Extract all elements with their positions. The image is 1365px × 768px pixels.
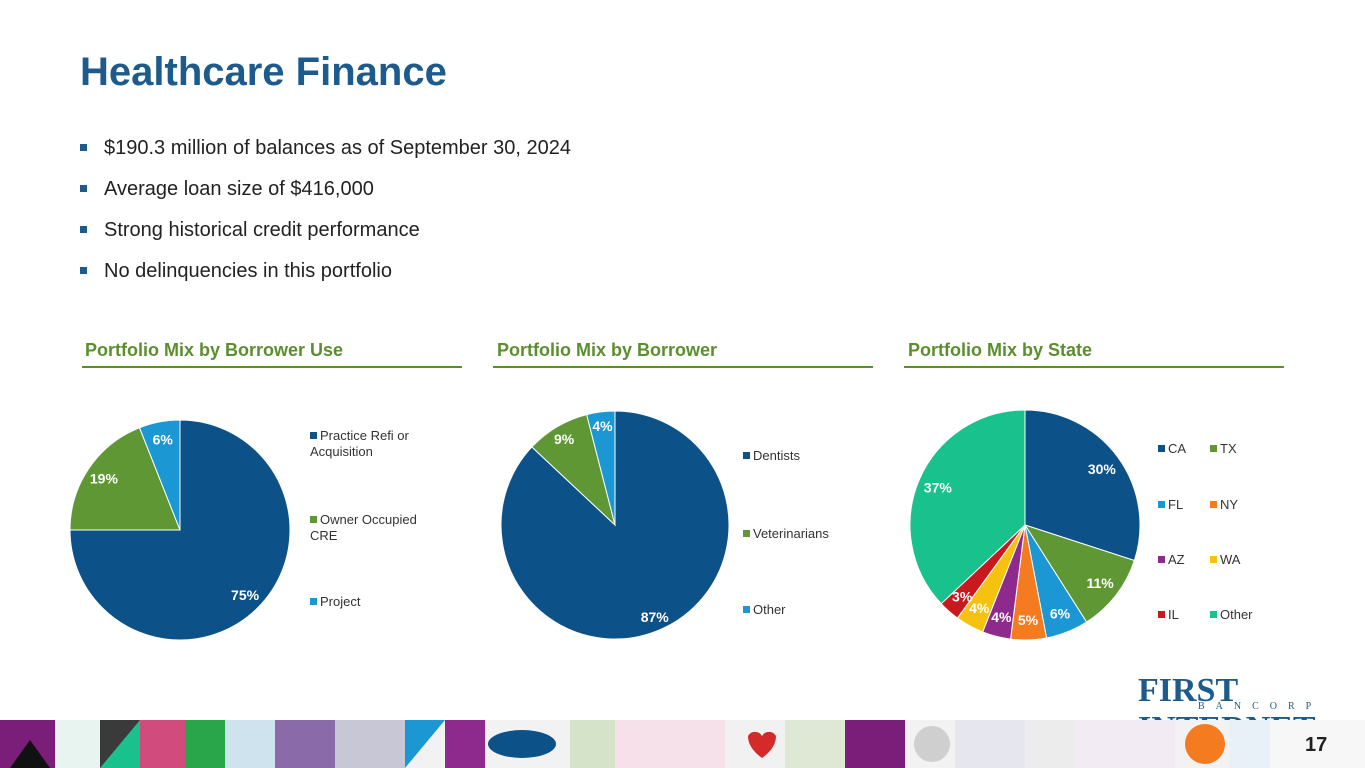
legend-swatch <box>310 598 317 605</box>
bullet-square-icon <box>80 226 87 233</box>
slice-data-label: 11% <box>1086 575 1114 591</box>
legend-swatch <box>743 606 750 613</box>
slice-data-label: 4% <box>592 418 613 434</box>
legend-item: TX <box>1210 441 1237 457</box>
legend-swatch <box>310 432 317 439</box>
section-title-state: Portfolio Mix by State <box>908 340 1093 360</box>
legend-label: Other <box>753 602 786 617</box>
bullet-square-icon <box>80 185 87 192</box>
slice-data-label: 9% <box>554 431 575 447</box>
legend-item: Owner Occupied CRE <box>310 512 420 544</box>
legend-item: NY <box>1210 497 1238 513</box>
slice-data-label: 6% <box>153 432 174 448</box>
legend-label: FL <box>1168 497 1184 512</box>
legend-item: WA <box>1210 552 1240 568</box>
legend-borrower: Dentists Veterinarians Other <box>743 440 863 620</box>
legend-item: IL <box>1158 607 1179 623</box>
section-divider <box>904 366 1284 368</box>
slice-data-label: 75% <box>231 587 260 603</box>
legend-state: CA TX FL NY AZ WA IL Other <box>1158 433 1278 623</box>
bullet-item: Strong historical credit performance <box>80 214 571 255</box>
legend-label: Owner Occupied CRE <box>310 512 417 543</box>
bullet-item: No delinquencies in this portfolio <box>80 255 571 296</box>
pie-slice <box>586 410 616 526</box>
bullet-item: $190.3 million of balances as of Septemb… <box>80 132 571 173</box>
legend-label: Veterinarians <box>753 526 829 541</box>
legend-borrower-use: Practice Refi or Acquisition Owner Occupi… <box>310 420 440 620</box>
page-number: 17 <box>1305 734 1328 756</box>
bullet-text: $190.3 million of balances as of Septemb… <box>104 137 571 159</box>
bullet-text: Average loan size of $416,000 <box>104 178 374 200</box>
section-divider <box>493 366 873 368</box>
logo-sub-text: BANCORP <box>1198 701 1323 712</box>
legend-swatch <box>1158 501 1165 508</box>
legend-label: WA <box>1220 552 1241 567</box>
legend-label: AZ <box>1168 552 1185 567</box>
pie-slice <box>1023 524 1136 623</box>
pie-chart-borrower: 87% 9% 4% <box>500 410 730 640</box>
legend-item: Project <box>310 594 360 610</box>
page-title: Healthcare Finance <box>80 50 447 94</box>
slice-data-label: 6% <box>1050 605 1071 621</box>
section-divider <box>82 366 462 368</box>
legend-label: Practice Refi or Acquisition <box>310 428 409 459</box>
pie-slice <box>909 409 1026 605</box>
legend-swatch <box>743 452 750 459</box>
slice-data-label: 87% <box>641 609 670 625</box>
legend-swatch <box>743 530 750 537</box>
company-logo: FIRST INTERNET BANCORP <box>1138 672 1350 747</box>
legend-swatch <box>1210 556 1217 563</box>
bullet-square-icon <box>80 267 87 274</box>
slice-data-label: 19% <box>90 470 119 486</box>
legend-item: Other <box>1210 607 1253 623</box>
legend-swatch <box>1158 611 1165 618</box>
legend-label: IL <box>1168 607 1179 622</box>
legend-label: Other <box>1220 607 1253 622</box>
pie-chart-state: 30%11%6%5%4%4%3%37% <box>909 409 1141 641</box>
bullet-list: $190.3 million of balances as of Septemb… <box>80 132 571 296</box>
legend-item: CA <box>1158 441 1186 457</box>
legend-swatch <box>1158 445 1165 452</box>
legend-label: TX <box>1220 441 1237 456</box>
legend-label: CA <box>1168 441 1187 456</box>
slice-data-label: 4% <box>969 600 990 616</box>
slice-data-label: 37% <box>924 479 953 495</box>
slice-data-label: 30% <box>1088 461 1117 477</box>
pie-slice <box>69 427 181 531</box>
section-title-borrower: Portfolio Mix by Borrower <box>497 340 718 360</box>
legend-item: AZ <box>1158 552 1185 568</box>
legend-swatch <box>1210 445 1217 452</box>
legend-label: NY <box>1220 497 1239 512</box>
legend-item: Dentists <box>743 448 800 464</box>
legend-label: Dentists <box>753 448 800 463</box>
legend-swatch <box>1210 501 1217 508</box>
slice-data-label: 5% <box>1018 612 1039 628</box>
legend-item: Other <box>743 602 786 618</box>
bullet-item: Average loan size of $416,000 <box>80 173 571 214</box>
legend-swatch <box>1210 611 1217 618</box>
decorative-footer-strip <box>0 720 1365 768</box>
legend-swatch <box>310 516 317 523</box>
bullet-text: No delinquencies in this portfolio <box>104 260 392 282</box>
bullet-text: Strong historical credit performance <box>104 219 420 241</box>
legend-item: Practice Refi or Acquisition <box>310 428 430 460</box>
legend-item: FL <box>1158 497 1183 513</box>
slice-data-label: 3% <box>952 588 973 604</box>
legend-item: Veterinarians <box>743 526 829 542</box>
pie-slice <box>1024 409 1141 562</box>
bullet-square-icon <box>80 144 87 151</box>
section-title-borrower-use: Portfolio Mix by Borrower Use <box>85 340 344 360</box>
legend-label: Project <box>320 594 361 609</box>
pie-chart-borrower-use: 75% 19% 6% <box>69 419 291 641</box>
pie-slice <box>138 419 181 531</box>
legend-swatch <box>1158 556 1165 563</box>
slice-data-label: 4% <box>991 609 1012 625</box>
